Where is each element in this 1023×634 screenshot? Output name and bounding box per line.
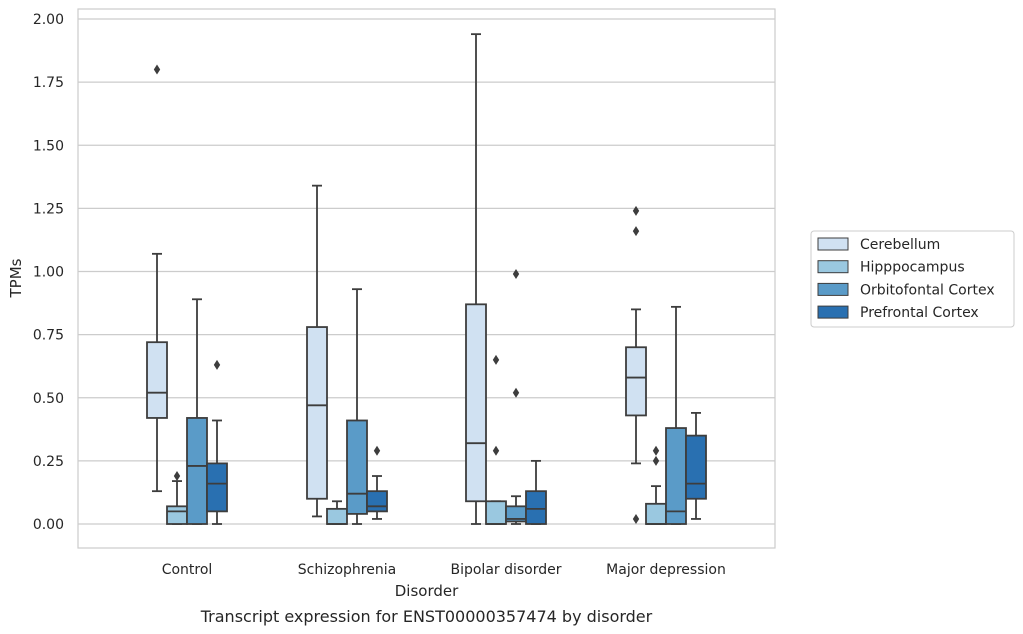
box-cerebellum bbox=[625, 205, 647, 524]
box-hipppocampus bbox=[166, 471, 188, 525]
box-iqr bbox=[366, 490, 388, 513]
legend-label: Prefrontal Cortex bbox=[860, 305, 979, 321]
box-iqr bbox=[685, 434, 707, 500]
legend-swatch bbox=[817, 237, 849, 251]
box-iqr bbox=[645, 502, 667, 525]
y-tick-label: 1.75 bbox=[33, 75, 64, 91]
box-iqr bbox=[485, 500, 507, 525]
box-iqr bbox=[306, 326, 328, 500]
outlier-point bbox=[153, 64, 161, 75]
outlier-point bbox=[492, 354, 500, 365]
box-iqr bbox=[326, 507, 348, 525]
y-tick-label: 1.00 bbox=[33, 265, 64, 281]
x-axis-label: Disorder bbox=[395, 582, 459, 600]
outlier-point bbox=[652, 445, 660, 456]
box-iqr bbox=[346, 419, 368, 515]
plot-frame bbox=[77, 8, 776, 549]
x-tick-labels: Control Schizophrenia Bipolar disorder Majo… bbox=[162, 562, 726, 578]
y-tick-label: 0.75 bbox=[33, 328, 64, 344]
outlier-point bbox=[632, 226, 640, 237]
y-tick-label: 0.25 bbox=[33, 454, 64, 470]
box-iqr bbox=[525, 490, 547, 525]
y-tick-labels: 0.00 0.25 0.50 0.75 1.00 1.25 1.50 1.75 2.00 bbox=[33, 12, 64, 533]
box-prefrontal-cortex bbox=[685, 411, 707, 520]
box-orbitofontal-cortex bbox=[505, 269, 527, 525]
outlier-point bbox=[512, 387, 520, 398]
box-orbitofontal-cortex bbox=[665, 305, 687, 525]
box-cerebellum bbox=[306, 184, 328, 518]
chart-caption: Transcript expression for ENST0000035747… bbox=[200, 607, 653, 626]
outlier-point bbox=[492, 445, 500, 456]
box-iqr bbox=[665, 427, 687, 525]
outlier-point bbox=[373, 445, 381, 456]
y-tick-label: 0.50 bbox=[33, 391, 64, 407]
outlier-point bbox=[512, 269, 520, 280]
box-iqr bbox=[465, 303, 487, 503]
box-iqr bbox=[166, 505, 188, 525]
outlier-point bbox=[652, 455, 660, 466]
legend: Cerebellum Hipppocampus Orbitofontal Corte… bbox=[810, 230, 1015, 328]
x-tick-label: Control bbox=[162, 562, 213, 578]
outlier-point bbox=[632, 513, 640, 524]
x-tick-label: Major depression bbox=[606, 562, 726, 578]
y-axis-label: TPMs bbox=[7, 258, 25, 298]
box-iqr bbox=[625, 346, 647, 417]
outlier-point bbox=[213, 359, 221, 370]
y-tick-label: 2.00 bbox=[33, 12, 64, 28]
x-tick-label: Schizophrenia bbox=[298, 562, 396, 578]
legend-label: Cerebellum bbox=[860, 237, 940, 253]
x-tick-label: Bipolar disorder bbox=[450, 562, 561, 578]
box-plot-area bbox=[146, 33, 707, 525]
y-tick-label: 1.25 bbox=[33, 201, 64, 217]
y-tick-label: 1.50 bbox=[33, 138, 64, 154]
y-tick-label: 0.00 bbox=[33, 517, 64, 533]
legend-swatch bbox=[817, 260, 849, 274]
box-cerebellum bbox=[146, 64, 168, 493]
box-prefrontal-cortex bbox=[206, 359, 228, 525]
outlier-point bbox=[632, 205, 640, 216]
legend-swatch bbox=[817, 305, 849, 319]
box-orbitofontal-cortex bbox=[186, 298, 208, 525]
box-hipppocampus bbox=[645, 445, 667, 525]
legend-label: Orbitofontal Cortex bbox=[860, 282, 995, 298]
box-prefrontal-cortex bbox=[366, 445, 388, 520]
legend-frame bbox=[810, 230, 1015, 328]
box-iqr bbox=[186, 417, 208, 525]
box-hipppocampus bbox=[485, 354, 507, 525]
box-orbitofontal-cortex bbox=[346, 288, 368, 525]
box-hipppocampus bbox=[326, 500, 348, 525]
box-prefrontal-cortex bbox=[525, 459, 547, 525]
legend-swatch bbox=[817, 282, 849, 296]
box-cerebellum bbox=[465, 33, 487, 525]
box-iqr bbox=[206, 462, 228, 513]
box-iqr bbox=[146, 341, 168, 419]
outlier-point bbox=[173, 471, 181, 482]
legend-label: Hipppocampus bbox=[860, 260, 965, 276]
